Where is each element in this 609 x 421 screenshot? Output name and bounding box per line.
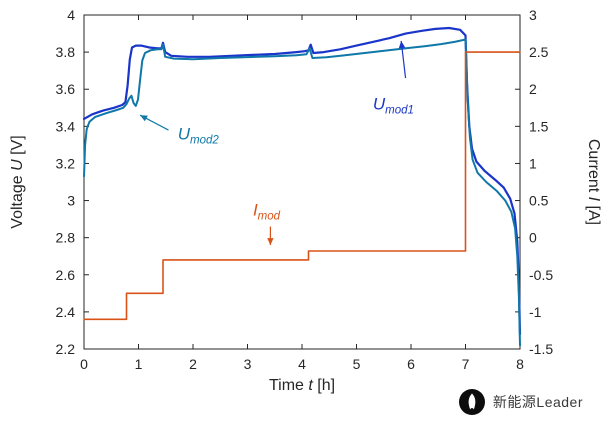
x-tick-label: 3 (244, 356, 252, 372)
series-I_mod (83, 51, 521, 321)
annotation-U_mod2: Umod2 (139, 114, 220, 146)
y-left-tick-label: 2.8 (56, 230, 76, 246)
y-right-tick-label: 2 (529, 81, 537, 97)
x-tick-label: 0 (80, 356, 88, 372)
axis-ticks (83, 14, 521, 350)
y-left-tick-label: 3.6 (56, 81, 76, 97)
y-left-tick-label: 3.2 (56, 155, 76, 171)
annotation-label-I_mod: Imod (253, 200, 281, 222)
x-tick-label: 7 (462, 356, 470, 372)
annotation-label-U_mod2: Umod2 (178, 124, 220, 146)
series-U_mod2 (83, 38, 521, 347)
watermark-logo-icon (458, 389, 485, 415)
y-right-tick-label: 0 (529, 230, 537, 246)
leaf-logo-icon (468, 393, 476, 410)
y-right-tick-label: 3 (529, 7, 537, 23)
y-left-tick-label: 2.4 (56, 304, 76, 320)
x-tick-label: 5 (353, 356, 361, 372)
tick-labels: 0 1 2 3 4 5 6 7 8 2.2 2.4 2.6 2.8 3 3.2 3.4 3.6 3.8 4 -1.5 -… (56, 7, 554, 372)
y-right-tick-label: -1 (529, 304, 542, 320)
annotation-label-U_mod1: Umod1 (373, 95, 414, 117)
watermark: 新能源Leader (458, 389, 583, 415)
y-right-tick-label: 1.5 (529, 118, 549, 134)
y-right-tick-label: -0.5 (529, 267, 553, 283)
y-axis-left-label: Voltage U [V] (9, 135, 26, 228)
x-tick-label: 2 (189, 356, 197, 372)
y-left-tick-label: 3 (67, 193, 75, 209)
y-axis-right-label: Current I [A] (585, 139, 602, 225)
x-tick-label: 6 (407, 356, 415, 372)
x-tick-label: 1 (135, 356, 143, 372)
y-left-tick-label: 4 (67, 7, 75, 23)
annotation-I_mod: Imod (253, 200, 281, 246)
y-left-tick-label: 2.6 (56, 267, 76, 283)
annotation-arrowhead-icon (140, 115, 148, 122)
y-right-tick-label: 2.5 (529, 44, 549, 60)
x-axis-label: Time t [h] (269, 377, 335, 394)
annotation-arrowhead-icon (267, 238, 274, 246)
annotation-U_mod1: Umod1 (373, 40, 414, 117)
watermark-label: 新能源Leader (492, 394, 583, 410)
series-U_mod1 (82, 26, 522, 336)
y-left-tick-label: 3.8 (56, 44, 76, 60)
plot-frame (83, 14, 521, 350)
y-left-tick-label: 3.4 (56, 118, 76, 134)
y-right-tick-label: -1.5 (529, 341, 553, 357)
y-right-tick-label: 1 (529, 155, 537, 171)
x-tick-label: 4 (298, 356, 306, 372)
y-right-tick-label: 0.5 (529, 193, 549, 209)
x-tick-label: 8 (516, 356, 524, 372)
y-left-tick-label: 2.2 (56, 341, 76, 357)
annotation-arrowhead-icon (398, 40, 406, 49)
